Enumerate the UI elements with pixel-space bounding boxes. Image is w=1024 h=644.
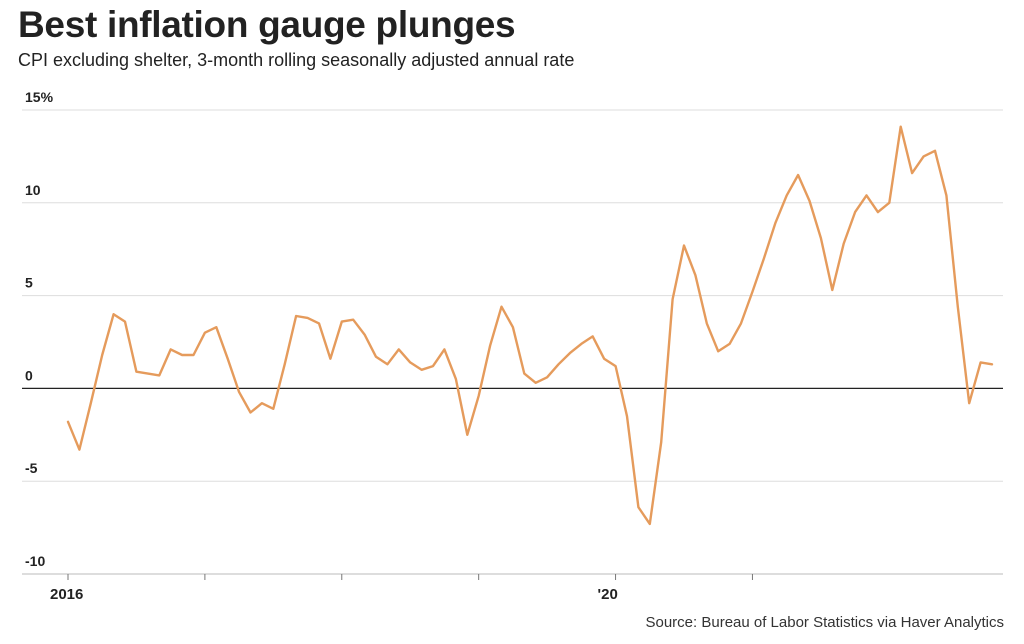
y-tick-label: -10 bbox=[25, 553, 45, 569]
chart-title: Best inflation gauge plunges bbox=[18, 4, 516, 45]
y-tick-label: -5 bbox=[25, 460, 38, 476]
gridlines bbox=[22, 109, 1003, 575]
y-tick-label: 10 bbox=[25, 182, 41, 198]
x-axis: 2016 '20 bbox=[22, 573, 1003, 603]
y-tick-label: 0 bbox=[25, 367, 33, 383]
series-layer bbox=[66, 125, 994, 526]
y-axis-labels: -10 -5 0 5 10 15% bbox=[25, 89, 54, 569]
chart-subtitle: CPI excluding shelter, 3-month rolling s… bbox=[18, 50, 575, 70]
source-note: Source: Bureau of Labor Statistics via H… bbox=[645, 614, 1004, 631]
x-tick-label: '20 bbox=[598, 586, 618, 603]
y-tick-label: 15% bbox=[25, 89, 54, 105]
series-line bbox=[66, 125, 994, 526]
x-tick-label: 2016 bbox=[50, 586, 83, 603]
y-tick-label: 5 bbox=[25, 275, 33, 291]
